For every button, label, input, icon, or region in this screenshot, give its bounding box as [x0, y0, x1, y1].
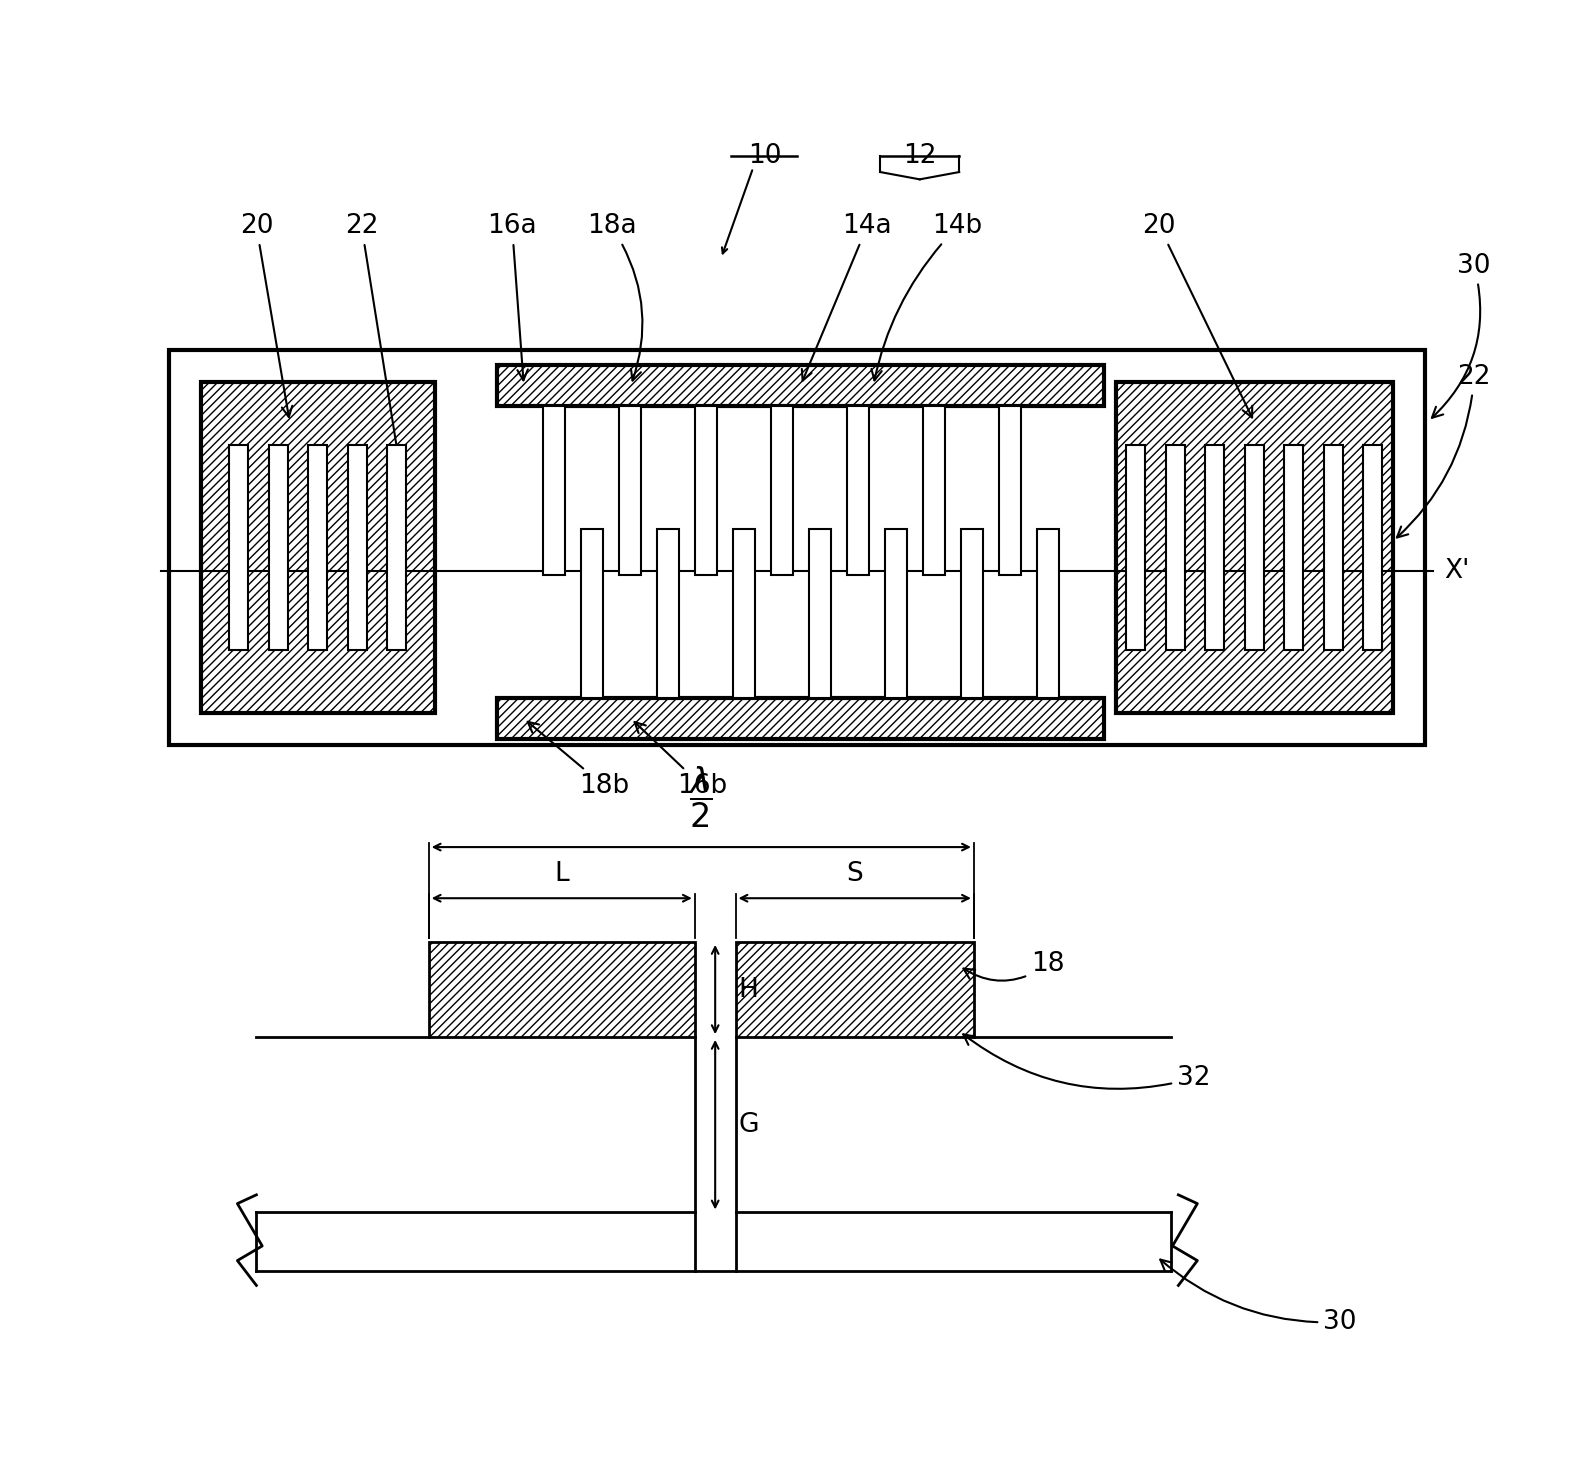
Text: L: L — [555, 860, 569, 886]
Bar — [1127, 445, 1146, 650]
Text: 20: 20 — [239, 214, 292, 417]
Text: $\dfrac{\lambda}{2}$: $\dfrac{\lambda}{2}$ — [690, 764, 713, 829]
Text: S: S — [846, 860, 862, 886]
Bar — [429, 943, 695, 1037]
Bar — [1285, 445, 1304, 650]
Text: H: H — [738, 976, 759, 1003]
Text: 32: 32 — [963, 1034, 1210, 1092]
Bar — [1323, 445, 1342, 650]
Bar — [497, 364, 1103, 406]
Text: 22: 22 — [1396, 364, 1490, 537]
Text: 20: 20 — [1143, 214, 1253, 417]
Bar — [230, 445, 249, 650]
Bar — [308, 445, 327, 650]
Bar — [733, 528, 754, 698]
Bar — [544, 406, 564, 575]
Text: 30: 30 — [1160, 1260, 1356, 1335]
Text: 14b: 14b — [872, 214, 983, 381]
Bar — [998, 406, 1020, 575]
Bar — [347, 445, 367, 650]
Bar — [808, 528, 830, 698]
Bar — [771, 406, 792, 575]
Text: 18: 18 — [963, 951, 1065, 981]
Bar — [387, 445, 406, 650]
Bar — [1165, 445, 1184, 650]
Bar — [736, 943, 974, 1037]
Bar — [1205, 445, 1224, 650]
Bar — [580, 528, 603, 698]
Text: 30: 30 — [1431, 252, 1490, 417]
Bar — [961, 528, 982, 698]
Bar — [201, 382, 435, 712]
Bar — [846, 406, 869, 575]
Text: 22: 22 — [344, 214, 402, 460]
Bar — [169, 350, 1425, 745]
Text: 10: 10 — [748, 143, 781, 170]
Text: 16b: 16b — [634, 723, 727, 799]
Bar — [885, 528, 907, 698]
Text: 14a: 14a — [802, 214, 893, 381]
Text: 18a: 18a — [587, 214, 642, 381]
Text: X': X' — [1444, 558, 1470, 584]
Text: 16a: 16a — [488, 214, 537, 381]
Text: 12: 12 — [902, 143, 937, 170]
Bar — [1245, 445, 1264, 650]
Bar — [695, 406, 717, 575]
Bar — [1036, 528, 1058, 698]
Bar — [923, 406, 945, 575]
Bar — [1116, 382, 1393, 712]
Bar — [269, 445, 289, 650]
Bar — [618, 406, 641, 575]
Text: 18b: 18b — [528, 721, 630, 799]
Bar — [497, 698, 1103, 739]
Bar — [657, 528, 679, 698]
Bar — [1363, 445, 1382, 650]
Text: G: G — [738, 1112, 759, 1137]
